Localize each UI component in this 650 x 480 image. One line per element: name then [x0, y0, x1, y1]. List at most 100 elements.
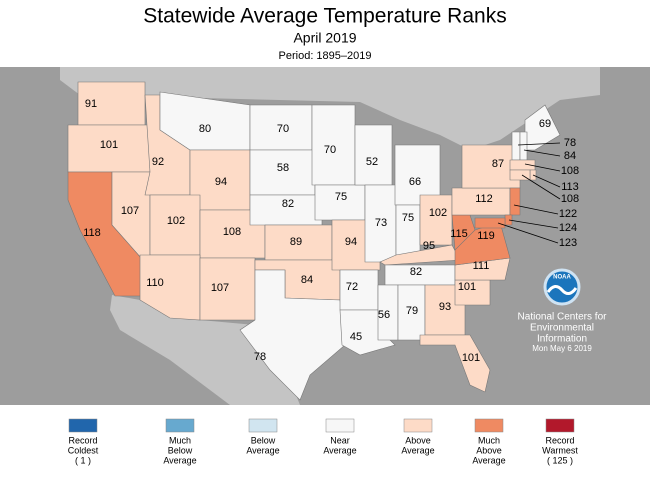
- state: [419, 334, 491, 393]
- state-rank: 78: [254, 351, 266, 363]
- state-rank: 56: [378, 309, 390, 321]
- state-rank: 110: [146, 277, 164, 289]
- leader-line: [497, 222, 559, 244]
- legend-label: Below: [251, 435, 276, 445]
- state-rank: 72: [346, 281, 358, 293]
- state-rank: 107: [211, 282, 229, 294]
- state-rank: 101: [100, 139, 118, 151]
- state-rank: 66: [409, 176, 421, 188]
- title: Statewide Average Temperature Ranks: [143, 5, 506, 28]
- state: [139, 254, 201, 321]
- state-rank: 75: [402, 212, 414, 224]
- legend-label: Above: [405, 435, 431, 445]
- leader-line: [508, 219, 559, 229]
- state-rank: 107: [121, 205, 139, 217]
- state-rank: 70: [277, 123, 289, 135]
- legend-label: Coldest: [68, 445, 99, 455]
- legend-swatch: [545, 418, 575, 433]
- state-rank: 84: [301, 274, 313, 286]
- legend-label: Average: [246, 445, 279, 455]
- state-rank: 91: [85, 98, 97, 110]
- legend-swatch: [165, 418, 195, 433]
- state-rank: 82: [282, 198, 294, 210]
- state-rank: 75: [335, 191, 347, 203]
- state-rank: 92: [152, 156, 164, 168]
- legend-label: Average: [472, 455, 505, 465]
- legend-swatch: [68, 418, 98, 433]
- state-rank: 113: [561, 181, 579, 193]
- state: [509, 187, 521, 216]
- legend-label: Record: [68, 435, 97, 445]
- leader-line: [524, 163, 561, 172]
- state-rank: 73: [375, 217, 387, 229]
- state-rank: 101: [462, 352, 480, 364]
- state-rank: 52: [366, 156, 378, 168]
- state-rank: 93: [439, 301, 451, 313]
- credit-line: Information: [537, 334, 587, 345]
- logo-text: NOAA: [553, 275, 571, 281]
- legend-label: Average: [323, 445, 356, 455]
- legend-swatch: [248, 418, 278, 433]
- state-rank: 112: [475, 193, 493, 205]
- state: [474, 217, 506, 229]
- legend-label: Average: [163, 455, 196, 465]
- state-rank: 115: [450, 228, 468, 240]
- credit-line: Environmental: [530, 323, 594, 334]
- leader-line: [517, 142, 561, 146]
- legend-label: Near: [330, 435, 350, 445]
- legend-label: Record: [545, 435, 574, 445]
- legend-swatch: [474, 418, 504, 433]
- state-rank: 108: [223, 226, 241, 238]
- subtitle: April 2019: [293, 30, 356, 46]
- state-rank: 80: [199, 123, 211, 135]
- state-rank: 78: [564, 137, 576, 149]
- state-rank: 79: [406, 305, 418, 317]
- credit-line: Mon May 6 2019: [532, 344, 592, 353]
- state-rank: 70: [324, 144, 336, 156]
- leader-line: [513, 204, 559, 215]
- state: [419, 194, 453, 246]
- mexico: [110, 295, 300, 405]
- state-rank: 101: [458, 281, 476, 293]
- legend-label: Above: [476, 445, 502, 455]
- leader-line: [521, 174, 561, 200]
- credit-line: National Centers for: [518, 312, 608, 323]
- state-rank: 119: [477, 230, 495, 242]
- state-rank: 58: [277, 162, 289, 174]
- state-rank: 84: [564, 150, 576, 162]
- state-rank: 87: [492, 158, 504, 170]
- period: Period: 1895–2019: [279, 50, 372, 62]
- canada: [60, 67, 600, 150]
- state-rank: 108: [561, 193, 579, 205]
- state: [239, 269, 346, 401]
- legend-label: ( 125 ): [547, 455, 573, 465]
- legend-label: Below: [168, 445, 193, 455]
- state-rank: 118: [83, 227, 101, 239]
- state: [511, 131, 521, 161]
- state-rank: 82: [410, 266, 422, 278]
- legend-label: Much: [169, 435, 191, 445]
- state-rank: 108: [561, 165, 579, 177]
- state-rank: 111: [473, 260, 490, 272]
- legend-label: ( 1 ): [75, 455, 91, 465]
- legend-label: Much: [478, 435, 500, 445]
- legend-swatch: [403, 418, 433, 433]
- state-rank: 102: [429, 207, 447, 219]
- state-rank: 124: [559, 222, 577, 234]
- state-rank: 45: [350, 331, 362, 343]
- state-rank: 122: [559, 208, 577, 220]
- state-rank: 69: [539, 118, 551, 130]
- credit: National Centers forEnvironmentalInforma…: [518, 312, 608, 353]
- noaa-logo: [543, 268, 581, 306]
- logo-wave: [546, 285, 578, 295]
- state-rank: 94: [345, 236, 357, 248]
- state-rank: 89: [290, 236, 302, 248]
- leader-line: [523, 149, 561, 157]
- leader-line: [532, 174, 561, 188]
- legend-swatch: [325, 418, 355, 433]
- state-rank: 95: [423, 240, 435, 252]
- state: [519, 131, 528, 161]
